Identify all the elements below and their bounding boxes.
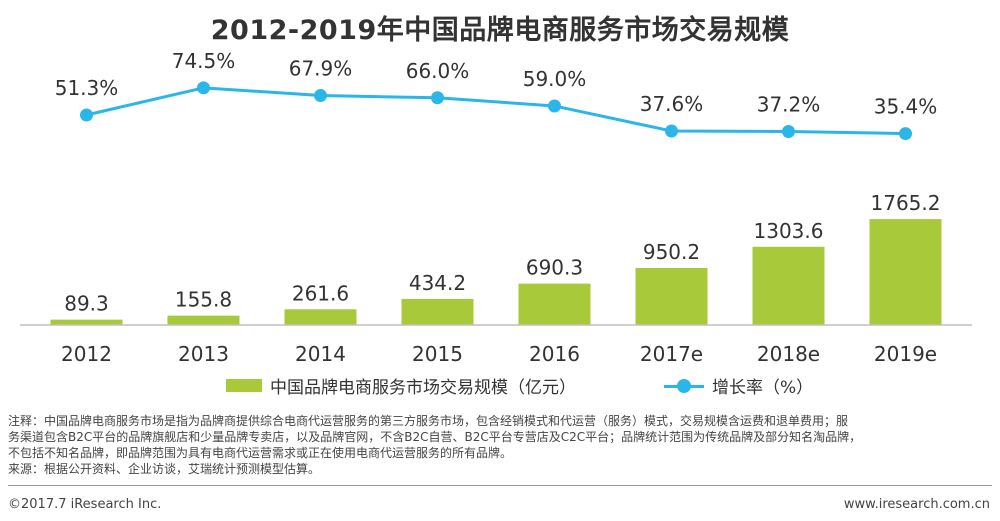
x-tick-label: 2015	[412, 342, 463, 366]
growth-value-label: 35.4%	[874, 95, 938, 119]
growth-point-2017e	[665, 124, 678, 138]
x-tick-label: 2012	[61, 342, 112, 366]
note-source: 来源：根据公开资料、企业访谈，艾瑞统计预测模型估算。	[8, 462, 321, 476]
bar-value-label: 155.8	[175, 288, 232, 312]
bar-2015	[401, 298, 474, 325]
x-tick-label: 2018e	[757, 342, 820, 366]
x-tick-label: 2014	[295, 342, 346, 366]
legend-line-swatch	[664, 378, 704, 394]
growth-value-label: 37.6%	[640, 92, 704, 116]
x-tick-label: 2016	[529, 342, 580, 366]
growth-point-2019e	[899, 127, 912, 141]
note-line-3: 不包括不知名品牌，即品牌范围为具有电商代运营需求或正在使用电商代运营服务的所有品…	[8, 446, 513, 460]
bar-value-label: 1765.2	[871, 191, 941, 215]
growth-value-label: 74.5%	[172, 49, 236, 73]
legend-item-line: 增长率（%）	[664, 373, 813, 398]
x-tick-label: 2017e	[640, 342, 703, 366]
growth-value-label: 66.0%	[406, 59, 470, 83]
growth-point-2015	[431, 91, 444, 105]
note-line-1: 注释：中国品牌电商服务市场是指为品牌商提供综合电商代运营服务的第三方服务市场，包…	[8, 414, 849, 428]
footer-copyright: ©2017.7 iResearch Inc.	[8, 497, 162, 512]
bar-value-label: 1303.6	[754, 219, 824, 243]
bar-2012	[50, 319, 123, 325]
growth-point-2018e	[782, 124, 795, 138]
growth-point-2016	[548, 99, 561, 113]
bar-2017e	[635, 267, 708, 325]
chart-note: 注释：中国品牌电商服务市场是指为品牌商提供综合电商代运营服务的第三方服务市场，包…	[8, 413, 994, 477]
legend-item-bar: 中国品牌电商服务市场交易规模（亿元）	[226, 373, 576, 398]
footer-divider	[8, 485, 992, 486]
x-tick-label: 2019e	[874, 342, 937, 366]
bar-value-label: 690.3	[526, 256, 583, 280]
footer-website[interactable]: www.iresearch.com.cn	[843, 497, 990, 512]
chart-title: 2012-2019年中国品牌电商服务市场交易规模	[210, 15, 790, 46]
legend-bar-label: 中国品牌电商服务市场交易规模（亿元）	[270, 378, 576, 398]
bar-2018e	[752, 246, 825, 325]
growth-rate-line	[86, 86, 906, 136]
bar-value-label: 89.3	[64, 292, 109, 316]
bar-value-label: 261.6	[292, 281, 349, 305]
legend-bar-swatch	[226, 379, 262, 392]
growth-point-2013	[197, 81, 210, 95]
growth-point-2014	[314, 89, 327, 103]
growth-value-label: 67.9%	[289, 57, 353, 81]
legend-line-label: 增长率（%）	[712, 378, 814, 398]
bar-value-label: 950.2	[643, 240, 700, 264]
growth-point-2012	[80, 108, 93, 122]
bar-value-label: 434.2	[409, 271, 466, 295]
transaction-scale-series: 89.3 155.8 261.6 434.2 690.3 950.2 1303.6 1765.…	[50, 191, 942, 325]
bar-2016	[518, 283, 591, 325]
legend: 中国品牌电商服务市场交易规模（亿元） 增长率（%）	[0, 373, 1000, 401]
growth-value-label: 59.0%	[523, 67, 587, 91]
bar-2019e	[869, 219, 942, 325]
x-tick-label: 2013	[178, 342, 229, 366]
bar-2013	[167, 315, 240, 325]
growth-rate-series: 51.3% 74.5% 67.9% 66.0% 59.0% 37.6% 37.2% 35.4%	[55, 49, 938, 141]
note-line-2: 务渠道包含B2C平台的品牌旗舰店和少量品牌专卖店，以及品牌官网，不含B2C自营、…	[8, 430, 862, 444]
x-axis-ticks: 2012 2013 2014 2015 2016 2017e 2018e 2019e	[61, 342, 937, 366]
growth-value-label: 51.3%	[55, 76, 119, 100]
bar-2014	[284, 309, 357, 325]
growth-value-label: 37.2%	[757, 92, 821, 116]
